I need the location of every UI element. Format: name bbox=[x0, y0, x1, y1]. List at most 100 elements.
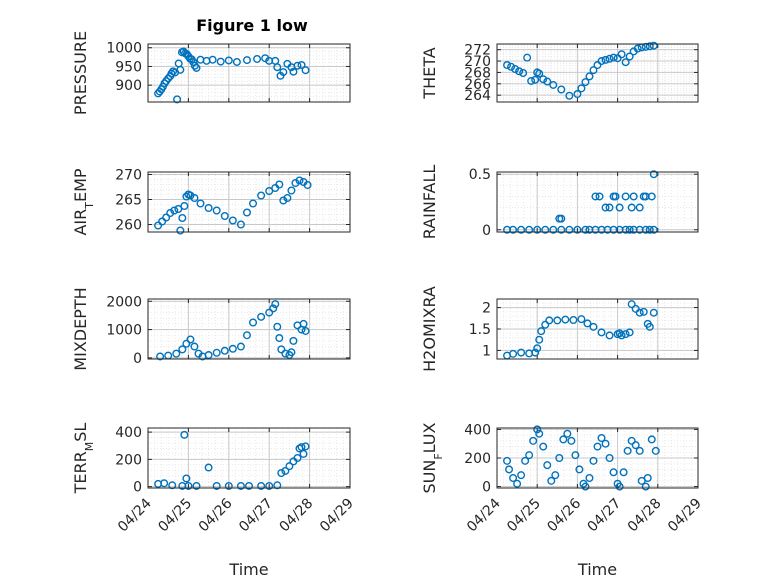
data-point bbox=[593, 61, 602, 70]
data-point bbox=[623, 446, 632, 455]
data-point bbox=[503, 456, 512, 465]
data-point bbox=[589, 322, 598, 331]
y-tick-label: 0 bbox=[482, 480, 491, 496]
data-point bbox=[154, 221, 163, 230]
y-tick-label: 270 bbox=[464, 54, 491, 70]
data-point bbox=[173, 95, 182, 104]
data-point bbox=[647, 192, 656, 201]
data-point bbox=[605, 331, 614, 340]
data-point bbox=[557, 225, 566, 234]
data-point bbox=[265, 308, 274, 317]
y-tick-label: 1000 bbox=[106, 41, 142, 57]
data-point bbox=[635, 446, 644, 455]
data-point bbox=[293, 61, 302, 70]
data-point bbox=[635, 308, 644, 317]
data-point bbox=[609, 53, 618, 62]
data-point bbox=[553, 316, 562, 325]
x-tick-label: 04/26 bbox=[196, 495, 236, 535]
data-point bbox=[565, 225, 574, 234]
data-point bbox=[537, 327, 546, 336]
data-point bbox=[595, 192, 604, 201]
data-point bbox=[509, 225, 518, 234]
data-point bbox=[577, 315, 586, 324]
data-point bbox=[583, 319, 592, 328]
y-axis-label: H2OMIXRA bbox=[420, 286, 439, 372]
data-point bbox=[212, 206, 221, 215]
data-point bbox=[204, 463, 213, 472]
data-point bbox=[581, 78, 590, 87]
data-point bbox=[539, 442, 548, 451]
y-axis-label: TERRMSL bbox=[71, 423, 96, 495]
data-point bbox=[643, 474, 652, 483]
y-axis-label: RAINFALL bbox=[420, 165, 439, 240]
figure-title: Figure 1 low bbox=[196, 16, 308, 35]
x-tick-label: 04/29 bbox=[665, 496, 705, 536]
data-point bbox=[621, 58, 630, 67]
data-point bbox=[549, 225, 558, 234]
x-axis-label: Time bbox=[228, 560, 268, 579]
data-point bbox=[189, 57, 198, 66]
data-point bbox=[212, 481, 221, 490]
data-point bbox=[236, 342, 245, 351]
data-point bbox=[649, 225, 658, 234]
subplot-4: 0 0.5 RAINFALL bbox=[420, 165, 699, 240]
y-tick-label: 200 bbox=[115, 452, 142, 468]
data-point bbox=[619, 468, 628, 477]
data-point bbox=[531, 75, 540, 84]
data-point bbox=[273, 481, 282, 490]
data-point bbox=[190, 342, 199, 351]
data-point bbox=[220, 211, 229, 220]
data-point bbox=[617, 50, 626, 59]
data-point bbox=[271, 300, 280, 309]
data-point bbox=[597, 434, 606, 443]
data-point bbox=[605, 454, 614, 463]
data-point bbox=[168, 481, 177, 490]
x-tick-label: 04/26 bbox=[544, 495, 584, 535]
y-axis-label: AIRTEMP bbox=[71, 168, 96, 235]
data-point bbox=[503, 61, 512, 70]
data-point bbox=[577, 84, 586, 93]
x-tick-label: 04/27 bbox=[236, 496, 276, 536]
data-point bbox=[242, 56, 251, 65]
data-point bbox=[557, 214, 566, 223]
subplot-3: 260 265 270 AIRTEMP bbox=[71, 168, 351, 236]
data-point bbox=[509, 349, 518, 358]
data-point bbox=[176, 65, 185, 74]
data-point bbox=[541, 320, 550, 329]
data-point bbox=[281, 466, 290, 475]
data-point bbox=[575, 465, 584, 474]
data-point bbox=[591, 192, 600, 201]
data-point bbox=[585, 474, 594, 483]
data-point bbox=[176, 226, 185, 235]
x-tick-label: 04/24 bbox=[464, 495, 504, 535]
data-point bbox=[299, 319, 308, 328]
y-tick-label: 950 bbox=[115, 59, 142, 75]
data-point bbox=[178, 213, 187, 222]
data-point bbox=[279, 68, 288, 77]
data-point bbox=[224, 56, 233, 65]
data-point bbox=[236, 220, 245, 229]
data-point bbox=[573, 90, 582, 99]
data-point bbox=[277, 469, 286, 478]
axes-box bbox=[496, 427, 699, 489]
y-axis-label: PRESSURE bbox=[71, 31, 90, 115]
x-axis-label: Time bbox=[577, 560, 617, 579]
data-point bbox=[597, 57, 606, 66]
data-point bbox=[543, 461, 552, 470]
data-point bbox=[192, 63, 201, 72]
data-point bbox=[629, 192, 638, 201]
data-point bbox=[563, 429, 572, 438]
data-point bbox=[174, 204, 183, 213]
data-point bbox=[593, 442, 602, 451]
data-point bbox=[244, 481, 253, 490]
y-axis-label: MIXDEPTH bbox=[71, 287, 90, 370]
data-point bbox=[551, 471, 560, 480]
data-point bbox=[291, 178, 300, 187]
data-point bbox=[561, 315, 570, 324]
data-point bbox=[641, 482, 650, 491]
y-axis-label: THETA bbox=[420, 47, 439, 99]
data-point bbox=[236, 481, 245, 490]
data-point bbox=[220, 346, 229, 355]
data-point bbox=[649, 170, 658, 179]
data-point bbox=[242, 208, 251, 217]
